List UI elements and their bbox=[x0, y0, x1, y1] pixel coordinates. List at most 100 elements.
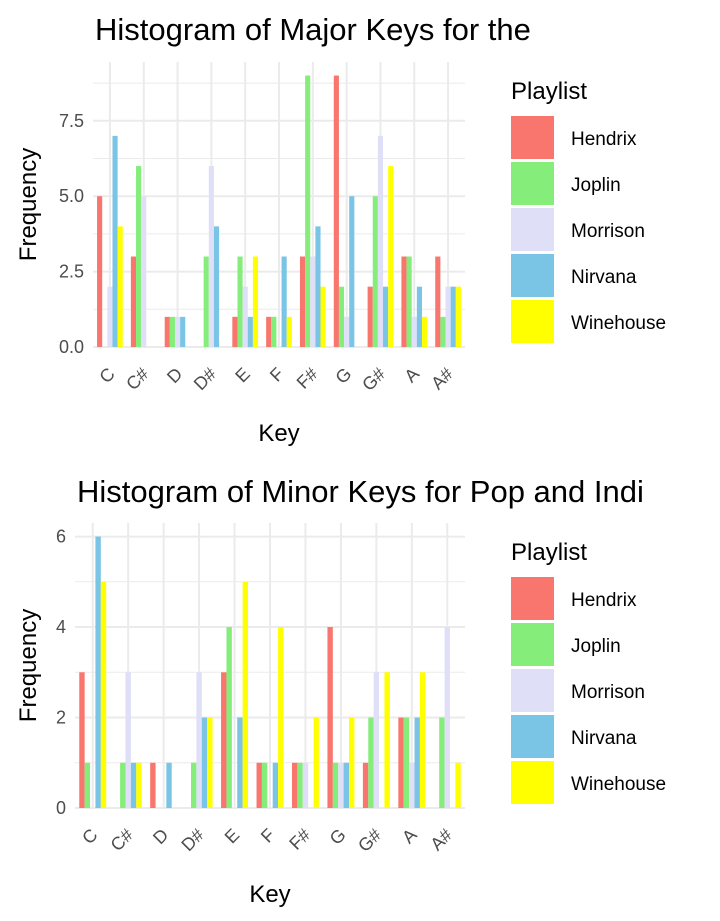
legend: Playlist Hendrix Joplin Morrison Nirvana Wine… bbox=[511, 539, 666, 804]
bar-joplin-F# bbox=[297, 762, 303, 808]
bar-nirvana-C bbox=[112, 135, 118, 347]
bar-winehouse-A bbox=[421, 316, 428, 347]
x-tick-label: E bbox=[231, 364, 254, 387]
bar-morrison-A# bbox=[445, 286, 451, 347]
bar-winehouse-E bbox=[252, 256, 259, 347]
bar-morrison-A# bbox=[444, 627, 450, 808]
bars bbox=[97, 75, 461, 348]
bar-joplin-A# bbox=[440, 316, 446, 347]
bar-morrison-C bbox=[107, 286, 113, 347]
y-tick-label: 2.5 bbox=[59, 262, 84, 282]
bar-winehouse-E bbox=[242, 581, 249, 808]
bars bbox=[79, 536, 461, 808]
bar-winehouse-F bbox=[286, 316, 292, 347]
bar-nirvana-E bbox=[247, 316, 253, 347]
bar-hendrix-G# bbox=[367, 286, 373, 347]
bar-nirvana-D bbox=[166, 762, 172, 808]
bar-morrison-G# bbox=[377, 135, 384, 347]
x-tick-label: A bbox=[400, 364, 423, 387]
x-tick-label: C bbox=[78, 825, 101, 848]
bar-winehouse-D# bbox=[207, 717, 213, 808]
bar-joplin-F# bbox=[305, 75, 311, 348]
bar-nirvana-A bbox=[416, 286, 422, 347]
bar-morrison-C# bbox=[141, 196, 147, 347]
legend-label-joplin: Joplin bbox=[571, 636, 621, 657]
legend-label-joplin: Joplin bbox=[571, 175, 621, 196]
legend-swatch-joplin bbox=[511, 162, 554, 205]
legend-swatch-winehouse bbox=[511, 761, 554, 804]
y-tick-label: 0.0 bbox=[59, 337, 84, 357]
bar-morrison-F# bbox=[310, 256, 316, 347]
bar-morrison-F# bbox=[302, 762, 309, 808]
bar-hendrix-G bbox=[333, 75, 339, 348]
bar-hendrix-C bbox=[97, 196, 103, 347]
bar-nirvana-D bbox=[180, 316, 186, 347]
bar-hendrix-E bbox=[232, 316, 238, 347]
bar-joplin-A bbox=[406, 256, 412, 347]
bar-hendrix-F# bbox=[291, 762, 298, 808]
x-tick-label: D bbox=[149, 825, 172, 848]
bar-nirvana-F# bbox=[315, 226, 321, 347]
bar-nirvana-G# bbox=[383, 286, 389, 347]
bar-morrison-G# bbox=[373, 672, 380, 808]
bar-joplin-F bbox=[261, 762, 268, 808]
legend-swatch-morrison bbox=[511, 208, 554, 251]
bar-hendrix-A bbox=[398, 717, 404, 808]
bar-winehouse-C bbox=[100, 581, 107, 808]
legend-label-hendrix: Hendrix bbox=[571, 129, 637, 150]
bar-nirvana-A# bbox=[450, 286, 456, 347]
legend-label-winehouse: Winehouse bbox=[571, 774, 666, 795]
y-tick-label: 7.5 bbox=[59, 111, 84, 131]
bar-joplin-C# bbox=[136, 166, 142, 347]
legend-label-nirvana: Nirvana bbox=[571, 267, 637, 288]
bar-morrison-A bbox=[411, 316, 417, 347]
x-tick-label: F bbox=[257, 825, 279, 847]
bar-hendrix-G bbox=[327, 627, 333, 808]
bar-winehouse-F bbox=[278, 627, 284, 808]
y-axis-title: Frequency bbox=[15, 148, 42, 261]
legend-label-morrison: Morrison bbox=[571, 682, 645, 703]
bar-nirvana-G bbox=[349, 196, 355, 347]
x-tick-label: A# bbox=[426, 825, 456, 855]
bar-morrison-C# bbox=[125, 672, 131, 808]
legend-swatch-morrison bbox=[511, 669, 554, 712]
bar-hendrix-F bbox=[266, 316, 272, 347]
bar-joplin-G# bbox=[372, 196, 378, 347]
bar-joplin-C# bbox=[120, 762, 126, 808]
x-tick-label: C bbox=[95, 364, 118, 387]
bar-morrison-E bbox=[242, 286, 248, 347]
legend: Playlist Hendrix Joplin Morrison Nirvana Wine… bbox=[511, 78, 666, 343]
x-axis-title: Key bbox=[249, 881, 290, 908]
bar-nirvana-A bbox=[414, 717, 420, 808]
bar-hendrix-A bbox=[401, 256, 407, 347]
bar-hendrix-C# bbox=[130, 256, 137, 347]
legend-swatch-winehouse bbox=[511, 300, 554, 343]
bar-hendrix-E bbox=[221, 672, 227, 808]
bar-joplin-G bbox=[332, 762, 339, 808]
x-tick-label: G bbox=[326, 825, 350, 849]
bar-winehouse-F# bbox=[313, 717, 319, 808]
chart-title: Histogram of Minor Keys for Pop and Indi bbox=[77, 474, 644, 509]
legend-swatch-nirvana bbox=[511, 254, 554, 297]
legend-label-winehouse: Winehouse bbox=[571, 313, 666, 334]
bar-winehouse-G# bbox=[384, 672, 390, 808]
x-tick-label: F# bbox=[285, 825, 314, 854]
x-axis-title: Key bbox=[258, 420, 299, 447]
legend-swatch-hendrix bbox=[511, 577, 554, 620]
legend-label-morrison: Morrison bbox=[571, 221, 645, 242]
legend-title: Playlist bbox=[511, 539, 587, 566]
x-tick-label: F# bbox=[293, 364, 322, 393]
bar-winehouse-A# bbox=[455, 286, 461, 347]
legend-swatch-hendrix bbox=[511, 116, 554, 159]
bar-winehouse-F# bbox=[320, 286, 326, 347]
bar-morrison-D bbox=[174, 316, 181, 347]
chart-title: Histogram of Major Keys for the bbox=[95, 12, 531, 47]
bar-joplin-G bbox=[338, 286, 345, 347]
bar-nirvana-D# bbox=[201, 717, 208, 808]
bar-nirvana-G bbox=[343, 762, 349, 808]
bar-morrison-G bbox=[338, 762, 344, 808]
y-tick-label: 5.0 bbox=[59, 186, 84, 206]
bar-hendrix-G# bbox=[362, 762, 369, 808]
bar-nirvana-C bbox=[95, 536, 101, 808]
bar-hendrix-C bbox=[79, 672, 85, 808]
